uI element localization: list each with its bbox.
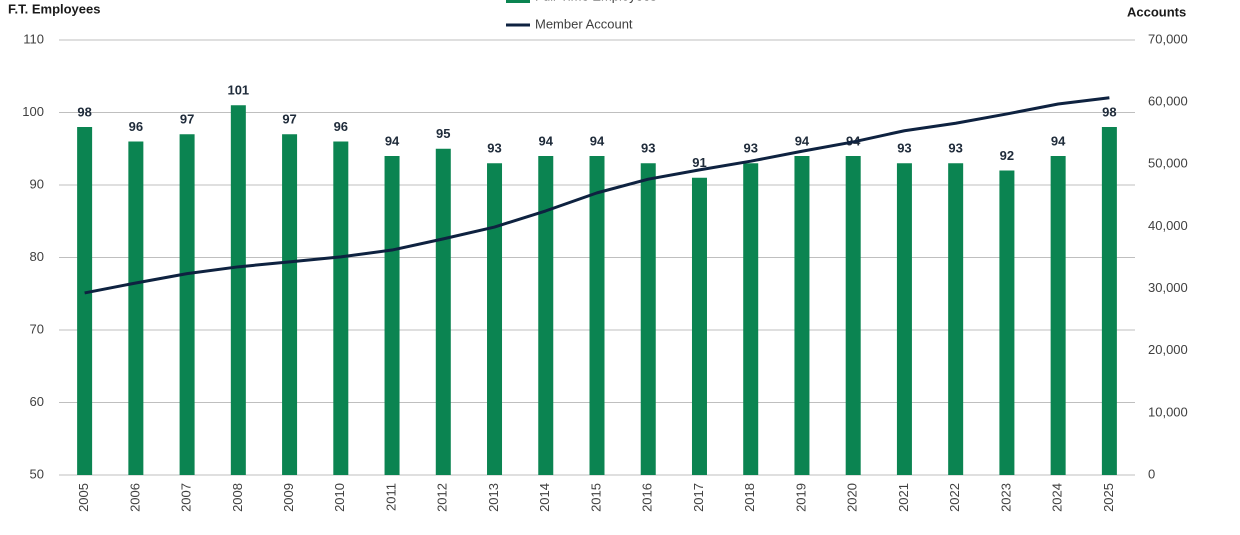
- data-label: 93: [641, 141, 655, 156]
- x-tick-label: 2012: [435, 483, 450, 512]
- y2-tick-label: 50,000: [1148, 156, 1188, 171]
- y-tick-label: 90: [30, 176, 44, 191]
- bar: [333, 141, 349, 475]
- bar: [691, 177, 707, 475]
- bar: [179, 134, 195, 475]
- bar: [743, 163, 759, 475]
- x-tick-label: 2023: [998, 483, 1013, 512]
- x-tick-label: 2016: [640, 483, 655, 512]
- data-label: 93: [948, 141, 962, 156]
- bar: [230, 105, 246, 475]
- bar: [435, 148, 451, 475]
- y-tick-label: 70: [30, 321, 44, 336]
- bar: [77, 127, 93, 475]
- y-tick-label: 110: [23, 31, 44, 46]
- data-label: 97: [180, 112, 194, 127]
- y2-tick-label: 60,000: [1148, 94, 1188, 109]
- bar: [282, 134, 298, 475]
- y-axis-title: F.T. Employees: [8, 1, 100, 16]
- y-tick-label: 80: [30, 249, 44, 264]
- legend-label: Full-Time Employees: [535, 0, 657, 3]
- data-label: 94: [539, 133, 554, 148]
- bar: [538, 156, 554, 475]
- x-tick-label: 2011: [383, 483, 398, 511]
- y2-axis-title: Accounts: [1127, 4, 1186, 19]
- y-tick-label: 60: [30, 394, 44, 409]
- x-tick-label: 2022: [947, 483, 962, 512]
- data-label: 91: [692, 155, 706, 170]
- data-label: 93: [487, 141, 501, 156]
- x-tick-label: 2008: [230, 483, 245, 512]
- data-label: 95: [436, 126, 450, 141]
- data-label: 92: [1000, 148, 1014, 163]
- y2-tick-label: 70,000: [1148, 31, 1188, 46]
- bar: [640, 163, 656, 475]
- x-tick-label: 2006: [127, 483, 142, 512]
- bar: [896, 163, 912, 475]
- data-label: 93: [743, 141, 757, 156]
- y2-tick-label: 10,000: [1148, 404, 1188, 419]
- data-label: 96: [129, 119, 143, 134]
- y2-tick-label: 0: [1148, 466, 1155, 481]
- legend-label: Member Account: [535, 16, 633, 31]
- data-label: 98: [77, 104, 91, 119]
- x-tick-label: 2019: [793, 483, 808, 512]
- bar: [1050, 156, 1066, 475]
- data-label: 94: [385, 133, 400, 148]
- x-tick-label: 2025: [1101, 483, 1116, 512]
- x-tick-label: 2017: [691, 483, 706, 512]
- bar: [845, 156, 861, 475]
- bar: [1101, 127, 1117, 475]
- data-label: 97: [282, 112, 296, 127]
- x-tick-label: 2021: [896, 483, 911, 512]
- x-tick-label: 2015: [588, 483, 603, 512]
- x-tick-label: 2018: [742, 483, 757, 512]
- y2-tick-label: 20,000: [1148, 342, 1188, 357]
- y-tick-label: 50: [30, 466, 44, 481]
- bar: [487, 163, 503, 475]
- data-label: 94: [795, 133, 810, 148]
- x-tick-label: 2014: [537, 483, 552, 512]
- y2-tick-label: 30,000: [1148, 280, 1188, 295]
- x-tick-label: 2007: [179, 483, 194, 512]
- y-tick-label: 100: [22, 104, 44, 119]
- data-label: 96: [334, 119, 348, 134]
- line: [84, 96, 1110, 295]
- data-label: 94: [1051, 133, 1066, 148]
- legend-swatch: [506, 0, 530, 3]
- x-tick-label: 2009: [281, 483, 296, 512]
- data-label: 93: [897, 141, 911, 156]
- data-label: 94: [590, 133, 605, 148]
- data-label: 101: [227, 83, 249, 98]
- x-tick-label: 2024: [1050, 483, 1065, 512]
- data-label: 98: [1102, 104, 1116, 119]
- x-tick-label: 2013: [486, 483, 501, 512]
- x-tick-label: 2010: [332, 483, 347, 512]
- bar: [589, 156, 605, 475]
- bar: [794, 156, 810, 475]
- bar: [948, 163, 964, 475]
- bar: [999, 170, 1015, 475]
- x-tick-label: 2005: [76, 483, 91, 512]
- x-tick-label: 2020: [845, 483, 860, 512]
- bar: [384, 156, 400, 475]
- bar: [128, 141, 144, 475]
- y2-tick-label: 40,000: [1148, 218, 1188, 233]
